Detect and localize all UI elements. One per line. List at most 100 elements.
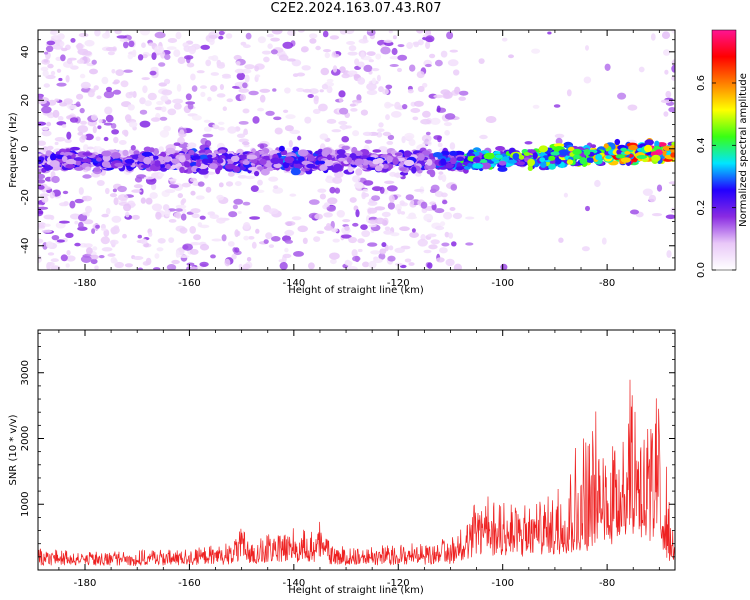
spectrogram-noise-cell	[148, 231, 153, 237]
spectrogram-noise-cell	[444, 113, 456, 120]
spectrogram-noise-cell	[49, 30, 59, 36]
spectrogram-noise-cell	[668, 181, 675, 185]
spectrogram-band-cell	[583, 149, 591, 156]
spectrogram-noise-cell	[284, 229, 295, 236]
spectrogram-noise-cell	[104, 106, 113, 115]
spectrogram-band-cell	[85, 166, 92, 171]
spectrogram-noise-cell	[319, 89, 324, 93]
spectrogram-noise-cell	[210, 85, 218, 92]
spectrogram-noise-cell	[671, 59, 675, 67]
spectrogram-band-cell	[284, 156, 295, 164]
spectrogram-noise-cell	[391, 47, 398, 56]
spectrogram-noise-cell	[173, 142, 181, 146]
spectrogram-noise-cell	[430, 117, 441, 125]
spectrogram-noise-cell	[47, 262, 55, 267]
spectrogram-noise-cell	[389, 64, 399, 67]
spectrogram-noise-cell	[447, 59, 459, 67]
spectrogram-noise-cell	[140, 30, 150, 36]
spectrogram-band-cell	[440, 158, 447, 166]
spectrogram-band-cell	[403, 150, 412, 158]
spectrogram-noise-cell	[282, 41, 294, 49]
spectrogram-noise-cell	[234, 81, 245, 87]
spectrogram-noise-cell	[58, 202, 69, 207]
spectrogram-noise-cell	[243, 44, 251, 49]
spectrogram-noise-cell	[312, 108, 321, 114]
spectrogram-noise-cell	[368, 59, 374, 63]
spectrogram-noise-cell	[395, 262, 403, 266]
spectrogram-noise-cell	[361, 191, 367, 200]
spectrogram-noise-cell	[373, 258, 383, 264]
spectrogram-band-cell	[341, 145, 351, 150]
spectrogram-noise-cell	[436, 257, 445, 263]
spectrogram-noise-cell	[341, 73, 350, 79]
spectrogram-noise-cell	[308, 88, 319, 94]
spectrogram-band-cell	[63, 152, 73, 156]
spectrogram-band-cell	[278, 145, 285, 152]
spectrogram-noise-cell	[366, 82, 377, 91]
spectrogram-noise-cell	[416, 71, 425, 79]
spectrogram-noise-cell	[309, 33, 318, 39]
spectrogram-noise-cell	[216, 194, 224, 201]
spectrogram-noise-cell	[308, 199, 320, 205]
spectrogram-band-cell	[114, 162, 124, 167]
spectrogram-band-cell	[394, 152, 403, 156]
spectrogram-noise-cell	[111, 215, 122, 223]
spectrogram-noise-cell	[167, 108, 177, 116]
spectrogram-noise-cell	[82, 195, 93, 202]
spectrogram-band-cell	[260, 168, 270, 176]
spectrogram-noise-cell	[346, 41, 356, 45]
spectrogram-noise-cell	[86, 247, 93, 255]
spectrogram-noise-cell	[553, 104, 561, 108]
spectrogram-noise-cell	[409, 64, 416, 72]
spectrogram-noise-cell	[67, 57, 77, 61]
spectrogram-band-cell	[567, 146, 575, 152]
spectrogram-noise-cell	[443, 91, 453, 99]
spectrogram-noise-cell	[451, 241, 457, 247]
snr-x-ticks: -180 -160 -140 -120 -100 -80	[58, 330, 660, 589]
spectrogram-noise-cell	[228, 211, 238, 218]
spectrogram-noise-cell	[402, 104, 408, 110]
spectrogram-noise-cell	[123, 41, 129, 49]
spectrogram-noise-cell	[80, 81, 91, 89]
spectrogram-noise-cell	[436, 105, 441, 113]
spectrogram-noise-cell	[168, 178, 177, 182]
spectrogram-noise-cell	[222, 75, 232, 79]
spectrogram-band-cell	[65, 163, 76, 169]
spectrogram-noise-cell	[151, 203, 163, 212]
spectrogram-band-cell	[65, 158, 77, 165]
spectrogram-noise-cell	[45, 45, 54, 52]
spectrogram-noise-cell	[210, 72, 219, 76]
spectrogram-noise-cell	[272, 88, 277, 92]
spectrogram-noise-cell	[47, 252, 55, 256]
spectrogram-noise-cell	[123, 69, 133, 73]
spectrogram-band-cell	[101, 150, 112, 157]
spectrogram-noise-cell	[177, 136, 185, 145]
spectrogram-noise-cell	[371, 77, 377, 85]
spectrogram-band-cell	[381, 163, 389, 169]
spectrogram-noise-cell	[356, 94, 362, 102]
spectrogram-noise-cell	[40, 66, 49, 72]
spectrogram-noise-cell	[69, 213, 81, 220]
spectrogram-noise-cell	[89, 254, 99, 260]
spectrogram-band-cell	[590, 144, 597, 149]
spectrogram-noise-cell	[309, 38, 317, 44]
spectrogram-noise-cell	[65, 75, 70, 83]
spectrogram-noise-cell	[44, 51, 49, 55]
spectrogram-noise-cell	[168, 237, 175, 244]
spectrogram-band-cell	[61, 155, 68, 163]
spectrogram-noise-cell	[149, 192, 158, 199]
spectrogram-noise-cell	[245, 32, 252, 40]
spectrogram-band-cell	[273, 163, 282, 169]
spectrogram-band-cell	[195, 161, 202, 168]
spectrogram-noise-cell	[205, 59, 212, 67]
spectrogram-noise-cell	[429, 201, 437, 206]
spectrogram-noise-cell	[80, 120, 87, 125]
spectrogram-noise-cell	[131, 189, 142, 193]
spectrogram-noise-cell	[329, 186, 336, 194]
spectrogram-noise-cell	[49, 191, 55, 199]
spectrogram-noise-cell	[109, 239, 119, 245]
spectrogram-noise-cell	[234, 229, 239, 238]
spectrogram-band-cell	[259, 158, 267, 166]
spectrogram-noise-cell	[405, 194, 414, 201]
spectrogram-noise-cell	[197, 181, 205, 187]
